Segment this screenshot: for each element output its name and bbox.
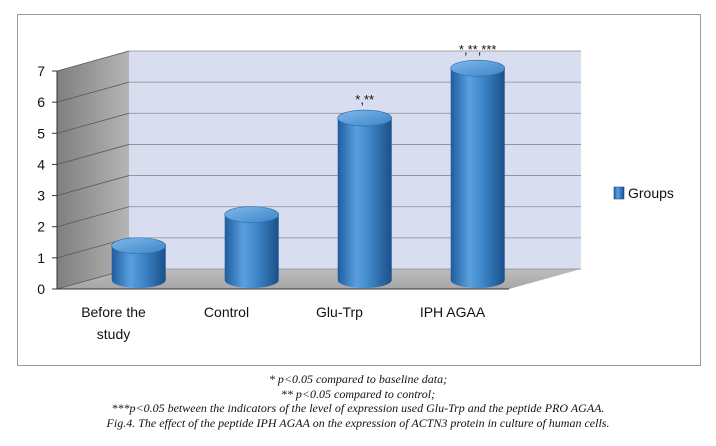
x-category-label: Control — [204, 304, 249, 320]
y-tick-label: 4 — [37, 156, 45, 172]
y-tick-label: 1 — [37, 250, 45, 266]
bar-annotation: *,**,*** — [459, 42, 497, 57]
bar-body — [111, 245, 166, 288]
bar-top — [224, 206, 279, 223]
gridline-side — [56, 144, 130, 165]
figure-caption: * p<0.05 compared to baseline data; ** p… — [0, 372, 716, 430]
y-axis-ticks: 0 1 2 3 4 5 6 7 — [37, 63, 509, 297]
bar-annotations: *,** *,**,*** — [355, 42, 496, 107]
legend-label: Groups — [628, 185, 674, 201]
y-tick-label: 3 — [37, 188, 45, 204]
chart-side-wall — [57, 51, 129, 289]
y-tick-label: 0 — [37, 281, 45, 297]
caption-line-3: ***p<0.05 between the indicators of the … — [111, 401, 605, 415]
bar-body — [224, 214, 279, 288]
bar-chart: 0 1 2 3 4 5 6 7 *,** *,**,*** Before the study Con… — [37, 42, 674, 342]
bar-top — [450, 59, 506, 77]
bar — [337, 109, 393, 288]
gridline-side — [56, 175, 130, 196]
x-category-label-line: Glu-Trp — [316, 304, 363, 320]
bar — [450, 59, 506, 288]
gridline-side — [56, 50, 130, 72]
x-category-label-line: study — [97, 326, 130, 342]
y-tick-label: 5 — [37, 125, 45, 141]
y-tick-label: 2 — [37, 219, 45, 235]
x-axis-categories: Before the study Control Glu-Trp IPH AGAA — [81, 304, 486, 342]
caption-line-4: Fig.4. The effect of the peptide IPH AGA… — [106, 415, 610, 430]
x-category-label-line: Before the — [81, 304, 146, 320]
legend-swatch — [613, 186, 625, 200]
x-category-label: Before the study — [81, 304, 146, 342]
bar-top — [111, 237, 166, 255]
caption-line-1: * p<0.05 compared to baseline data; — [268, 372, 448, 386]
bar-top — [337, 109, 393, 127]
bar — [111, 237, 166, 288]
bar — [224, 206, 279, 288]
x-category-label-line: IPH AGAA — [420, 304, 486, 320]
gridline-side — [56, 112, 130, 134]
y-tick-label: 7 — [37, 63, 45, 79]
x-category-label: IPH AGAA — [420, 304, 486, 320]
bar-body — [337, 118, 392, 288]
x-category-label-line: Control — [204, 304, 249, 320]
legend: Groups — [613, 185, 674, 201]
caption-line-2: ** p<0.05 compared to control; — [280, 386, 436, 401]
y-tick-label: 6 — [37, 94, 45, 110]
gridline-side — [56, 206, 130, 228]
bars — [111, 59, 506, 288]
bar-annotation: *,** — [355, 92, 374, 107]
bar-body — [450, 68, 505, 288]
gridline-side — [56, 81, 130, 103]
chart-floor — [57, 269, 581, 289]
x-category-label: Glu-Trp — [316, 304, 363, 320]
